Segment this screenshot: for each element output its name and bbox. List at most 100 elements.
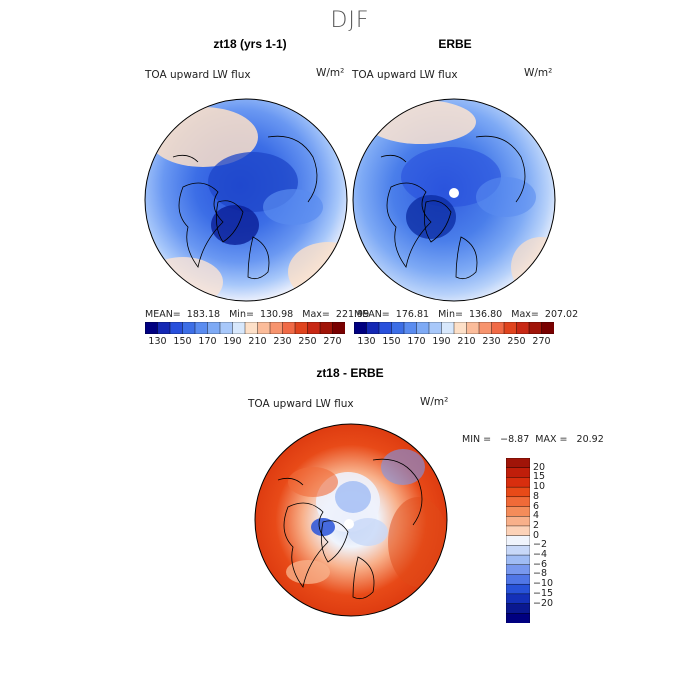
polar-map-obs: [352, 98, 556, 302]
colorbar-segment: [506, 496, 530, 508]
variable-label-obs: TOA upward LW flux: [352, 69, 458, 81]
colorbar-tick-label: −10: [533, 578, 554, 590]
polar-map-model: [144, 98, 348, 302]
colorbar-segment: [269, 322, 284, 334]
colorbar-segment: [169, 322, 184, 334]
colorbar-segment: [506, 486, 530, 498]
colorbar-segment: [354, 322, 368, 334]
colorbar-tick-label: 270: [323, 336, 342, 347]
colorbar-segment: [506, 535, 530, 546]
colorbar-segment: [506, 545, 530, 556]
colorbar-tick-label: 0: [533, 529, 540, 541]
colorbar-segment: [506, 613, 530, 623]
colorbar-segment: [182, 322, 196, 334]
colorbar-tick-label: −20: [533, 597, 554, 609]
colorbar-segment: [541, 322, 554, 334]
colorbar-segment: [232, 322, 246, 334]
colorbar-segment: [478, 322, 493, 334]
colorbar-segment: [491, 322, 505, 334]
colorbar-tick-label: 6: [533, 500, 540, 512]
colorbar-tick-label: 10: [533, 481, 546, 493]
colorbar-segment: [506, 506, 530, 517]
stats-model: MEAN= 183.18 Min= 130.98 Max= 221.99: [145, 309, 370, 320]
colorbar-tick-label: −15: [533, 587, 554, 599]
colorbar-ticks-obs: 130 150 170 190 210 230 250 270: [354, 336, 554, 348]
panel-title-obs: ERBE: [438, 37, 472, 51]
colorbar-tick-label: 250: [298, 336, 317, 347]
stats-obs: MEAN= 176.81 Min= 136.80 Max= 207.02: [354, 309, 579, 320]
colorbar-segment: [506, 477, 530, 488]
colorbar-tick-label: 190: [223, 336, 242, 347]
colorbar-segment: [528, 322, 543, 334]
colorbar-segment: [506, 564, 530, 575]
colorbar-tick-label: −2: [533, 539, 548, 551]
colorbar-tick-label: 20: [533, 461, 546, 473]
colorbar-segment: [428, 322, 443, 334]
colorbar-segment: [441, 322, 455, 334]
stats-diff: MIN = −8.87 MAX = 20.92: [462, 434, 604, 445]
colorbar-segment: [391, 322, 405, 334]
colorbar-segment: [145, 322, 159, 334]
colorbar-segment: [194, 322, 209, 334]
colorbar-segment: [403, 322, 418, 334]
colorbar-tick-label: 210: [248, 336, 267, 347]
colorbar-tick-label: 130: [148, 336, 167, 347]
colorbar-tick-label: 230: [273, 336, 292, 347]
colorbar-segment: [506, 574, 530, 585]
figure-title: DJF: [330, 8, 370, 33]
panel-title-model: zt18 (yrs 1-1): [213, 37, 287, 51]
polar-map-diff: [254, 423, 448, 617]
colorbar-tick-label: 15: [533, 471, 546, 483]
colorbar-segment: [506, 458, 530, 469]
colorbar-tick-label: 250: [507, 336, 526, 347]
variable-label-diff: TOA upward LW flux: [248, 398, 354, 410]
colorbar-tick-label: 170: [198, 336, 217, 347]
colorbar-tick-label: 8: [533, 490, 540, 502]
colorbar-tick-label: 230: [482, 336, 501, 347]
colorbar-tick-label: 2: [533, 519, 540, 531]
colorbar-segment: [506, 603, 530, 614]
colorbar-segment: [506, 554, 530, 566]
units-label-diff: W/m²: [420, 396, 449, 408]
colorbar-tick-label: 190: [432, 336, 451, 347]
colorbar-tick-label: 270: [532, 336, 551, 347]
units-label-model: W/m²: [316, 67, 345, 79]
variable-label-model: TOA upward LW flux: [145, 69, 251, 81]
colorbar-segment: [294, 322, 309, 334]
colorbar-segment: [506, 516, 530, 527]
colorbar-tick-label: 150: [173, 336, 192, 347]
colorbar-tick-label: −4: [533, 549, 548, 561]
colorbar-tick-label: 170: [407, 336, 426, 347]
colorbar-segment: [466, 322, 480, 334]
colorbar-segment: [244, 322, 259, 334]
colorbar-tick-label: 4: [533, 510, 540, 522]
colorbar-segment: [506, 467, 530, 478]
colorbar-segment: [453, 322, 468, 334]
colorbar-tick-label: 130: [357, 336, 376, 347]
colorbar-ticks-diff: 20 15 10 8 6 4 2 0 −2 −4 −6 −8 −10 −15 −20: [533, 458, 563, 623]
colorbar-segment: [378, 322, 393, 334]
colorbar-segment: [416, 322, 430, 334]
units-label-obs: W/m²: [524, 67, 553, 79]
colorbar-tick-label: 210: [457, 336, 476, 347]
colorbar-tick-label: −6: [533, 558, 548, 570]
colorbar-tick-label: −8: [533, 568, 548, 580]
colorbar-segment: [219, 322, 234, 334]
colorbar-segment: [506, 583, 530, 595]
colorbar-segment: [207, 322, 221, 334]
colorbar-tick-label: 150: [382, 336, 401, 347]
colorbar-segment: [282, 322, 296, 334]
colorbar-ticks-model: 130 150 170 190 210 230 250 270: [145, 336, 345, 348]
colorbar-segment: [506, 525, 530, 537]
colorbar-segment: [506, 593, 530, 605]
panel-title-diff: zt18 - ERBE: [316, 366, 384, 380]
colorbar-segment: [157, 322, 171, 334]
colorbar-segment: [257, 322, 271, 334]
colorbar-segment: [332, 322, 345, 334]
colorbar-segment: [307, 322, 321, 334]
colorbar-segment: [319, 322, 334, 334]
colorbar-segment: [366, 322, 380, 334]
colorbar-model: [145, 322, 345, 334]
colorbar-segment: [503, 322, 518, 334]
colorbar-diff: [506, 458, 530, 623]
